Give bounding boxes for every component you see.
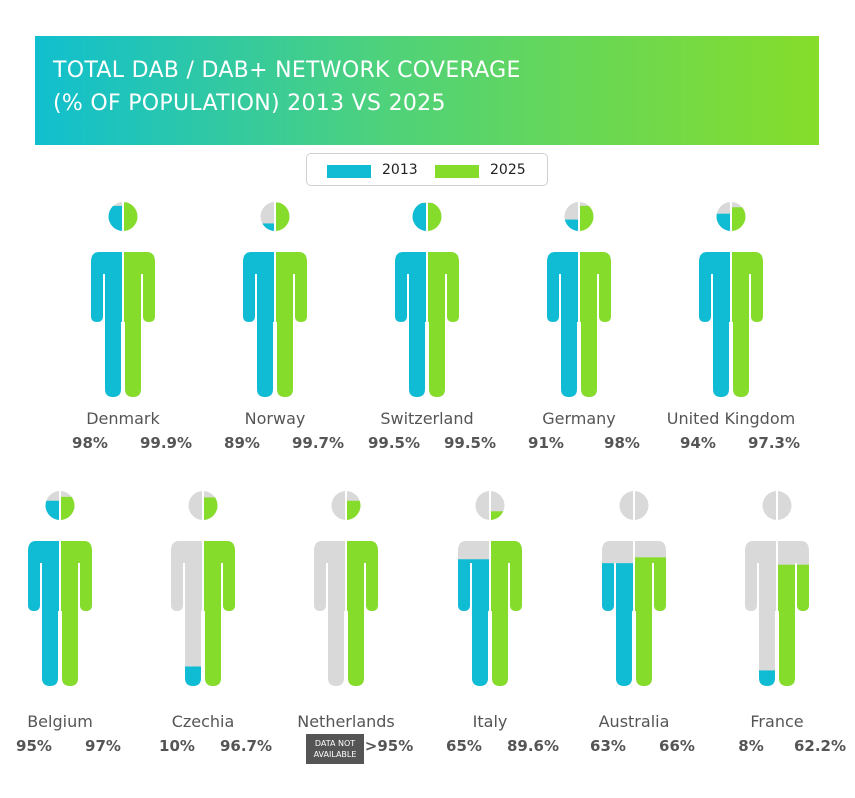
legend-swatch-2013: [327, 165, 371, 178]
country-label: Italy: [473, 712, 508, 731]
country-label: Czechia: [172, 712, 235, 731]
bar-2025: [634, 557, 666, 686]
pct-2025-label: 99.7%: [292, 434, 344, 452]
title-banner: TOTAL DAB / DAB+ NETWORK COVERAGE (% OF …: [35, 36, 819, 145]
country-label: United Kingdom: [667, 409, 795, 428]
country-label: Norway: [245, 409, 306, 428]
pct-2025-label: 96.7%: [220, 737, 272, 755]
legend-label-2025: 2025: [490, 162, 526, 178]
data-not-available-badge: [306, 734, 364, 764]
person-figure: [457, 491, 523, 686]
pct-2025-label: 89.6%: [507, 737, 559, 755]
pct-2013-label: 65%: [446, 737, 482, 755]
pct-2013-label: 91%: [528, 434, 564, 452]
bar-2013: [602, 563, 634, 686]
bar-2013: [458, 559, 490, 686]
bar-2025: [427, 202, 459, 397]
person-figure: [601, 491, 667, 686]
pct-2025-label: 99.5%: [444, 434, 496, 452]
bar-2025: [777, 564, 809, 686]
pct-2025-label: 66%: [659, 737, 695, 755]
person-figure: [242, 202, 308, 397]
bar-2013: [547, 219, 579, 397]
na-label-line1: DATA NOT: [315, 739, 355, 748]
bar-2013: [91, 205, 123, 397]
person-figure: [27, 491, 93, 686]
country-label: Switzerland: [380, 409, 473, 428]
person-figure: [698, 202, 764, 397]
pct-2013-label: 94%: [680, 434, 716, 452]
bar-2025: [123, 202, 155, 397]
pct-2013-label: 8%: [738, 737, 763, 755]
pct-2025-label: 97.3%: [748, 434, 800, 452]
pct-2013-label: 98%: [72, 434, 108, 452]
person-figure: [744, 491, 810, 686]
pct-2025-label: 98%: [604, 434, 640, 452]
bar-2025: [275, 202, 307, 397]
pct-2013-label: 99.5%: [368, 434, 420, 452]
legend-label-2013: 2013: [382, 162, 418, 178]
bar-2013: [699, 213, 731, 397]
chart-title-line-2: (% OF POPULATION) 2013 VS 2025: [53, 91, 446, 116]
person-figure: [546, 202, 612, 397]
person-figure: [90, 202, 156, 397]
pct-2013-label: 63%: [590, 737, 626, 755]
pct-2025-label: >95%: [365, 737, 413, 755]
bar-2025: [490, 511, 522, 686]
pct-2025-label: 97%: [85, 737, 121, 755]
legend-swatch-2025: [435, 165, 479, 178]
person-figure: [170, 491, 236, 686]
na-label-line2: AVAILABLE: [314, 750, 357, 759]
pct-2025-label: 62.2%: [794, 737, 846, 755]
bar-2013: [28, 500, 60, 686]
country-label: Denmark: [86, 409, 160, 428]
country-label: Germany: [542, 409, 616, 428]
legend: 2013 2025: [306, 153, 548, 186]
country-label: Netherlands: [297, 712, 395, 731]
bar-2013: [395, 202, 427, 397]
country-label: Belgium: [27, 712, 93, 731]
pct-2013-label: 10%: [159, 737, 195, 755]
bar-2025: [731, 207, 763, 397]
bar-2013: [171, 666, 203, 686]
bar-2013: [745, 670, 777, 686]
bar-2013: [243, 223, 275, 397]
bar-2025: [346, 500, 378, 686]
pct-2013-label: 95%: [16, 737, 52, 755]
country-label: Australia: [599, 712, 670, 731]
pct-2025-label: 99.9%: [140, 434, 192, 452]
person-figure: [313, 491, 379, 686]
country-label: France: [750, 712, 803, 731]
chart-title-line-1: TOTAL DAB / DAB+ NETWORK COVERAGE: [53, 58, 521, 83]
pct-2013-label: 89%: [224, 434, 260, 452]
bar-2025: [579, 205, 611, 397]
bar-2025: [60, 496, 92, 686]
person-figure: [394, 202, 460, 397]
